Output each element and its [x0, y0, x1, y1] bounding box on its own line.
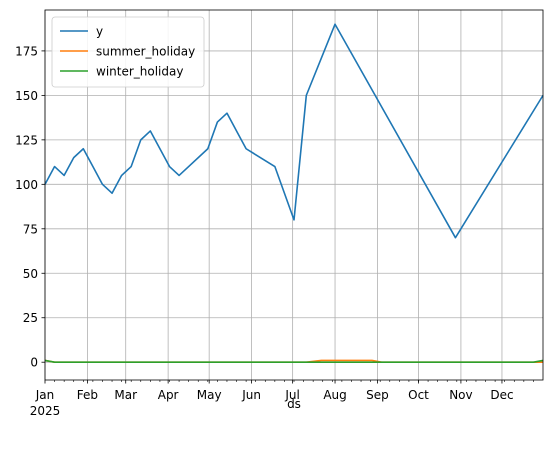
x-axis: Jan 2025 Feb Mar Apr May Jun Jul Aug Sep Oct Nov Dec — [30, 380, 534, 418]
legend-label: summer_holiday — [96, 45, 195, 59]
y-tick-label: 75 — [23, 222, 38, 236]
y-tick-label: 150 — [15, 89, 38, 103]
x-tick-label: Dec — [490, 388, 513, 402]
series-lines — [44, 23, 544, 364]
legend-box — [51, 16, 205, 88]
series-line-winter-holiday — [44, 359, 544, 364]
y-tick-label: 125 — [15, 133, 38, 147]
y-tick-label: 0 — [30, 356, 38, 370]
y-tick-label: 25 — [23, 311, 38, 325]
series-line-y — [44, 23, 544, 239]
x-tick-label: May — [197, 388, 222, 402]
y-tick-label: 175 — [15, 44, 38, 58]
x-tick-label: Jul — [284, 388, 299, 402]
y-axis: 0 25 50 75 100 125 150 175 — [15, 44, 45, 370]
x-tick-sublabel: 2025 — [30, 404, 61, 418]
x-tick-label: Aug — [323, 388, 346, 402]
x-tick-label: Feb — [77, 388, 98, 402]
x-tick-label: Nov — [449, 388, 472, 402]
x-tick-label: Mar — [114, 388, 137, 402]
x-tick-label: Sep — [366, 388, 389, 402]
x-tick-label: Apr — [158, 388, 179, 402]
x-tick-label: Oct — [408, 388, 429, 402]
x-axis-label: ds — [287, 397, 301, 411]
legend: y summer_holiday winter_holiday — [51, 16, 205, 88]
x-tick-label: Jan — [35, 388, 55, 402]
y-tick-label: 100 — [15, 178, 38, 192]
legend-label: winter_holiday — [96, 65, 183, 79]
x-tick-label: Jun — [241, 388, 261, 402]
legend-label: y — [96, 25, 103, 39]
y-tick-label: 50 — [23, 267, 38, 281]
